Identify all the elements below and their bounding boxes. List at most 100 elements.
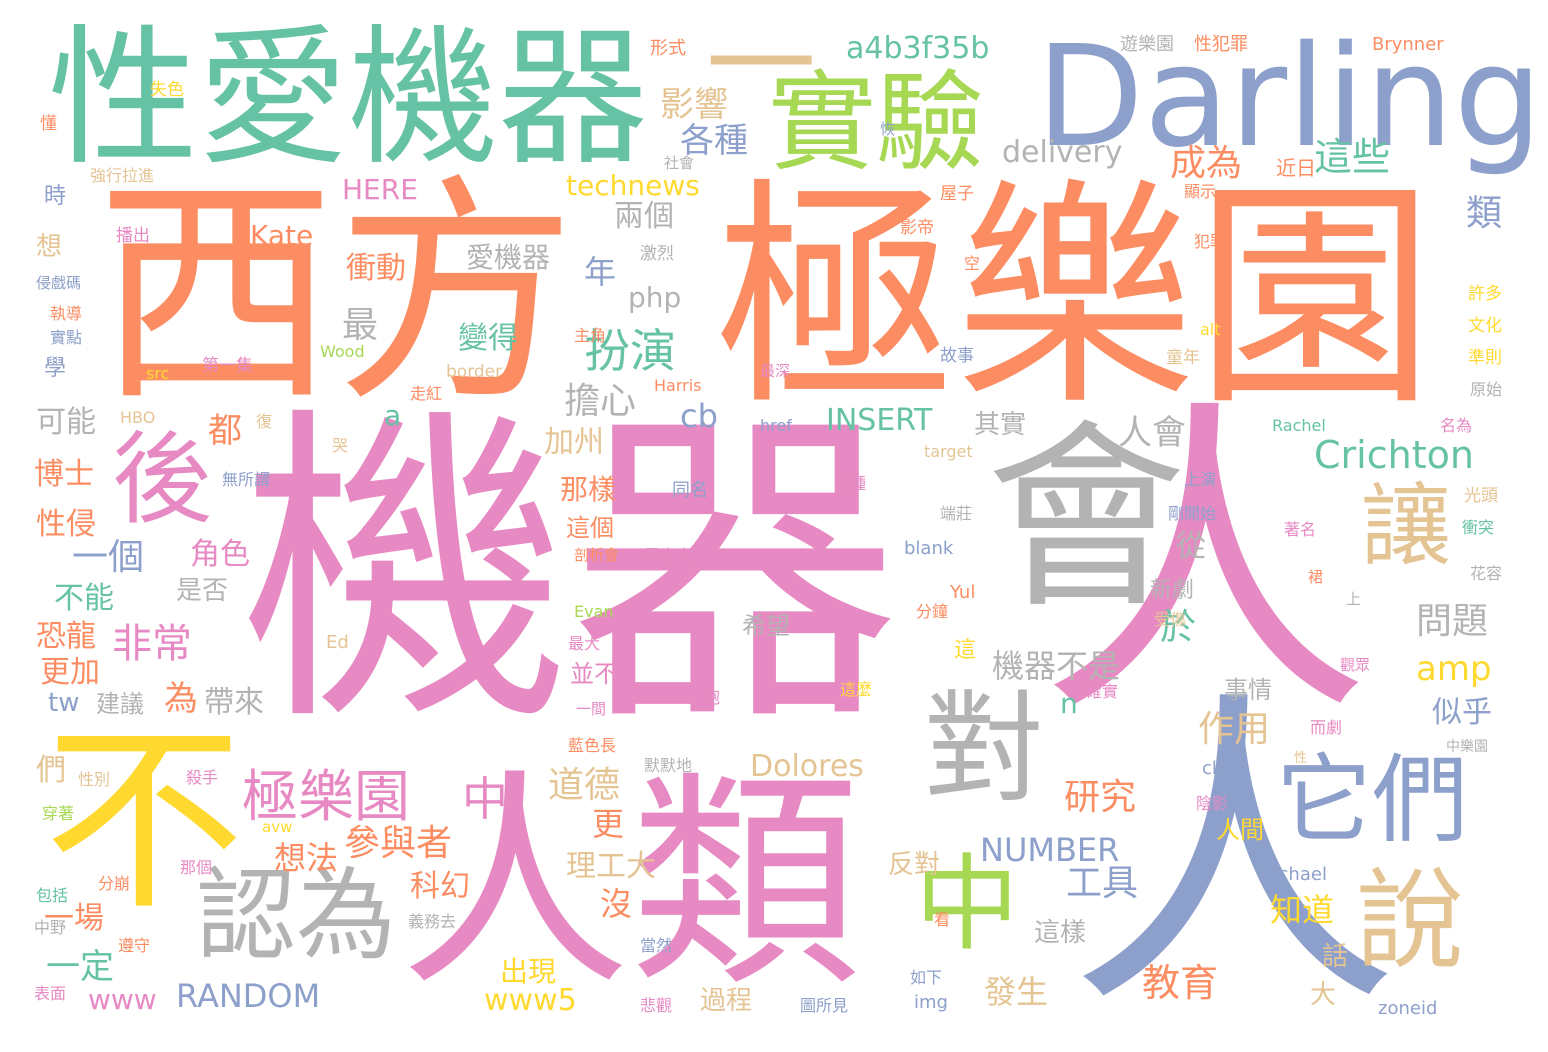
word-aijiqi: 愛機器 (466, 241, 551, 274)
word-harris: Harris (654, 376, 702, 395)
word-border: border (446, 362, 503, 382)
word-jiqi: 機器 (240, 381, 900, 765)
word-ren-vertical: 人 (1013, 680, 1397, 1010)
word-yul: Yul (950, 582, 976, 603)
word-yichang: 一場 (44, 901, 104, 936)
word-guocheng: 過程 (700, 986, 753, 1016)
word-jianyi: 建議 (96, 690, 144, 718)
word-banyan: 扮演 (584, 324, 676, 378)
word-konglong: 恐龍 (36, 619, 96, 654)
word-a: a (384, 399, 402, 432)
word-hou: 後 (112, 421, 212, 538)
word-xiwang: 希望 (742, 612, 790, 640)
word-target: target (924, 442, 973, 461)
word-here: HERE (342, 173, 418, 206)
word-shangyan: 上演 (1184, 470, 1217, 489)
word-men: 們 (36, 753, 66, 788)
word-ku: 哭 (332, 436, 349, 455)
word-wuzi: 屋子 (940, 184, 974, 204)
word-fenbeng: 分崩 (98, 874, 131, 893)
word-zhongye: 中野 (34, 918, 67, 937)
word-zhong-mid: 中 (462, 772, 508, 826)
word-dou: 都 (208, 411, 242, 451)
word-src: src (146, 364, 170, 383)
word-juese: 角色 (190, 537, 250, 572)
word-zhujiao: 主角 (574, 326, 607, 345)
word-heiyiren: 黑衣人 (644, 546, 693, 565)
word-zhidao: 知道 (1270, 891, 1335, 929)
word-img: img (914, 992, 948, 1013)
word-liangge: 兩個 (614, 199, 674, 234)
word-shashou: 殺手 (186, 768, 219, 787)
word-yinying: 陰影 (1196, 794, 1229, 813)
word-xingai-jiqi: 性愛機器 (48, 12, 649, 186)
word-href: href (760, 416, 792, 435)
word-chongtu: 衝突 (1462, 518, 1495, 537)
word-duanzhuang: 端莊 (940, 504, 973, 523)
word-zhexie: 這些 (1314, 135, 1391, 179)
word-shiqing: 事情 (1224, 676, 1272, 704)
word-chuanzhe: 穿著 (42, 804, 75, 823)
word-feichang: 非常 (112, 621, 192, 667)
word-fenzhong: 分鐘 (916, 602, 949, 621)
word-chongdong: 衝動 (346, 251, 406, 286)
word-hbo: HBO (120, 408, 156, 427)
word-yu: 於 (1160, 607, 1197, 648)
word-nian: 年 (584, 253, 617, 291)
word-renwei: 認為 (196, 857, 396, 974)
word-buneng: 不能 (54, 581, 114, 616)
word-jiexihui: 剖析會 (574, 546, 620, 564)
word-xinju: 新劇 (1150, 578, 1195, 603)
word-xifang: 西方 (96, 154, 577, 434)
word-wenhua: 文化 (1468, 316, 1502, 336)
word-ck: ck (1202, 758, 1223, 779)
word-zhuming: 著名 (1284, 520, 1317, 539)
word-yanjiu: 研究 (1064, 777, 1137, 818)
word-fanzui: 犯罪 (1194, 232, 1227, 251)
word-yijian: 一間 (576, 700, 607, 718)
word-tongming: 同名 (672, 480, 708, 501)
word-yingdi: 影帝 (900, 218, 934, 238)
word-tamen: 它們 (1276, 744, 1468, 856)
word-xiang: 想 (36, 232, 63, 262)
word-qishi: 其實 (974, 410, 1027, 440)
word-zhunze: 準則 (1468, 348, 1502, 368)
word-jiqibushi: 機器不是 (992, 647, 1121, 685)
word-michael: Michael (1258, 864, 1327, 885)
word-zui: 最 (342, 305, 379, 346)
word-boshi: 博士 (34, 457, 94, 492)
word-xingshi: 形式 (650, 38, 686, 59)
word-zhongleyuan: 中樂園 (1446, 739, 1488, 755)
word-zheyang: 這樣 (1034, 918, 1087, 948)
word-keneng: 可能 (36, 405, 96, 440)
word-xiangfa: 想法 (274, 839, 339, 877)
word-fu: 復 (256, 412, 273, 431)
word-xuduo: 許多 (1468, 284, 1502, 304)
word-mingwei: 名為 (1440, 416, 1473, 435)
word-zuida: 最大 (568, 634, 601, 653)
word-shidian: 實點 (50, 328, 83, 347)
word-shiyan: 實驗 (768, 61, 985, 186)
word-dui: 對 (924, 680, 1044, 819)
word-diyiji: 第一集 (202, 356, 253, 376)
word-gongju: 工具 (1066, 863, 1139, 904)
word-sihu: 似乎 (1432, 695, 1492, 730)
word-xianshi: 顯示 (1184, 182, 1217, 201)
word-kehuan: 科幻 (410, 869, 470, 904)
word-jiazhou: 加州 (544, 425, 604, 460)
word-wood: Wood (320, 342, 365, 361)
word-shi: 時 (44, 184, 67, 209)
word-tw: tw (48, 688, 80, 718)
word-dong: 懂 (40, 114, 57, 134)
word-xingfanzui: 性犯罪 (1194, 34, 1248, 55)
word-dolores: Dolores (750, 749, 864, 784)
word-kan: 看 (934, 910, 951, 929)
word-yi: 一 (706, 1, 816, 129)
word-zhege: 這個 (566, 514, 614, 542)
word-ligongda: 理工大 (566, 849, 656, 884)
word-jiliei: 激烈 (640, 244, 674, 264)
word-beiguan: 悲觀 (640, 996, 673, 1015)
word-biande: 變得 (458, 321, 518, 356)
word-shifou: 是否 (176, 576, 229, 606)
word-delivery: delivery (1002, 135, 1123, 170)
